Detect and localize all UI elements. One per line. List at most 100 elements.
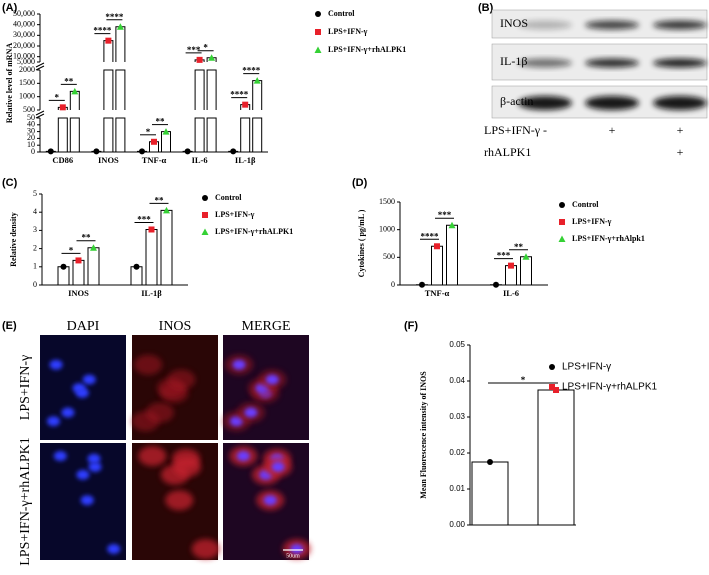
bar: [87, 247, 100, 285]
significance-label: **: [64, 76, 74, 86]
y-tick-label: 1500: [19, 78, 35, 87]
column-label: INOS: [159, 319, 192, 334]
panel-label: (C): [2, 177, 18, 189]
y-tick-label: 0.01: [449, 484, 465, 493]
marker: [116, 23, 124, 30]
significance-label: ****: [242, 66, 261, 76]
nucleus: [82, 374, 96, 385]
panel-label: (E): [2, 320, 17, 332]
row-label: LPS+IFN-γ+rhALPK1: [18, 437, 33, 566]
y-tick-label: 3: [33, 225, 37, 234]
lane-sign: -: [543, 123, 547, 137]
y-tick-label: 0.05: [449, 340, 465, 349]
legend-label: Control: [328, 9, 355, 18]
marker: [59, 104, 66, 111]
significance-label: ****: [93, 26, 112, 36]
significance-label: *: [521, 375, 526, 385]
nucleus: [229, 416, 243, 427]
marker: [47, 148, 54, 155]
nucleus: [290, 543, 304, 554]
bar: [206, 57, 217, 152]
y-tick-label: 40: [27, 120, 35, 129]
marker: [202, 212, 208, 218]
y-tick-label: 20,000: [13, 41, 35, 50]
y-tick-label: 0.00: [449, 520, 465, 529]
cell-body: [138, 446, 167, 467]
nucleus: [244, 407, 258, 418]
y-tick-label: 0: [391, 280, 395, 289]
marker: [184, 148, 191, 155]
nucleus: [232, 359, 246, 370]
bar: [57, 106, 68, 152]
bar: [115, 26, 126, 152]
nucleus: [263, 495, 277, 506]
bar: [252, 80, 263, 152]
marker: [148, 226, 155, 233]
y-tick-label: 2: [33, 243, 37, 252]
blot-band: [585, 58, 639, 68]
marker: [201, 228, 209, 235]
marker: [419, 281, 425, 288]
treatment-label: rhALPK1: [484, 145, 531, 159]
significance-label: **: [155, 195, 165, 205]
legend-label: LPS+IFN-γ: [328, 27, 368, 36]
legend-label: LPS+IFN-γ+rhALPK1: [328, 45, 406, 54]
marker: [133, 263, 140, 270]
nucleus: [76, 469, 90, 480]
x-tick-label: IL-1β: [141, 288, 162, 298]
nucleus: [72, 383, 86, 394]
y-tick-label: 2000: [19, 65, 35, 74]
y-tick-label: 0.04: [449, 376, 465, 385]
lane-sign: +: [677, 145, 684, 159]
significance-label: ***: [438, 210, 452, 220]
marker: [559, 202, 565, 208]
marker: [522, 253, 530, 260]
marker: [549, 364, 555, 370]
legend-label: LPS+IFN-γ: [215, 210, 255, 219]
bar: [194, 59, 205, 152]
blot-band: [585, 96, 639, 110]
marker: [558, 235, 566, 242]
legend-label: LPS+IFN-γ+rhAlpk1: [572, 234, 645, 243]
blot-band: [585, 20, 639, 30]
blot-band: [518, 58, 572, 68]
axis-break: [35, 110, 45, 119]
marker: [315, 11, 321, 17]
marker: [105, 37, 112, 44]
marker: [151, 138, 157, 145]
marker: [196, 56, 203, 63]
significance-label: ****: [105, 12, 124, 22]
column-label: MERGE: [242, 319, 291, 334]
marker: [253, 77, 261, 84]
y-tick-label: 30,000: [13, 30, 35, 39]
bar: [537, 389, 575, 525]
lane-sign: +: [609, 123, 616, 137]
y-tick-label: 500: [23, 105, 35, 114]
nucleus: [236, 451, 250, 462]
marker: [75, 257, 82, 264]
y-tick-label: 20: [27, 133, 35, 142]
panel-label: (B): [478, 2, 494, 14]
marker: [448, 221, 456, 229]
marker: [162, 128, 170, 135]
legend-label: LPS+IFN-γ: [562, 362, 611, 373]
y-tick-label: 1500: [379, 197, 395, 206]
y-tick-label: 0: [33, 280, 37, 289]
bar: [103, 40, 114, 152]
blot-band: [653, 96, 707, 110]
marker: [493, 281, 499, 288]
legend-label: LPS+IFN-γ+rhALPK1: [562, 382, 657, 393]
marker: [315, 29, 321, 35]
band-label: IL-1β: [500, 54, 527, 68]
bar: [145, 228, 158, 285]
cell-body: [191, 538, 220, 559]
blot-band: [653, 20, 707, 30]
nucleus: [87, 453, 101, 464]
bar: [72, 259, 85, 285]
lane-sign: +: [677, 123, 684, 137]
significance-label: ****: [230, 90, 249, 100]
y-tick-label: 50,000: [13, 9, 35, 18]
y-tick-label: 50: [27, 113, 35, 122]
y-tick-label: 30: [27, 126, 35, 135]
